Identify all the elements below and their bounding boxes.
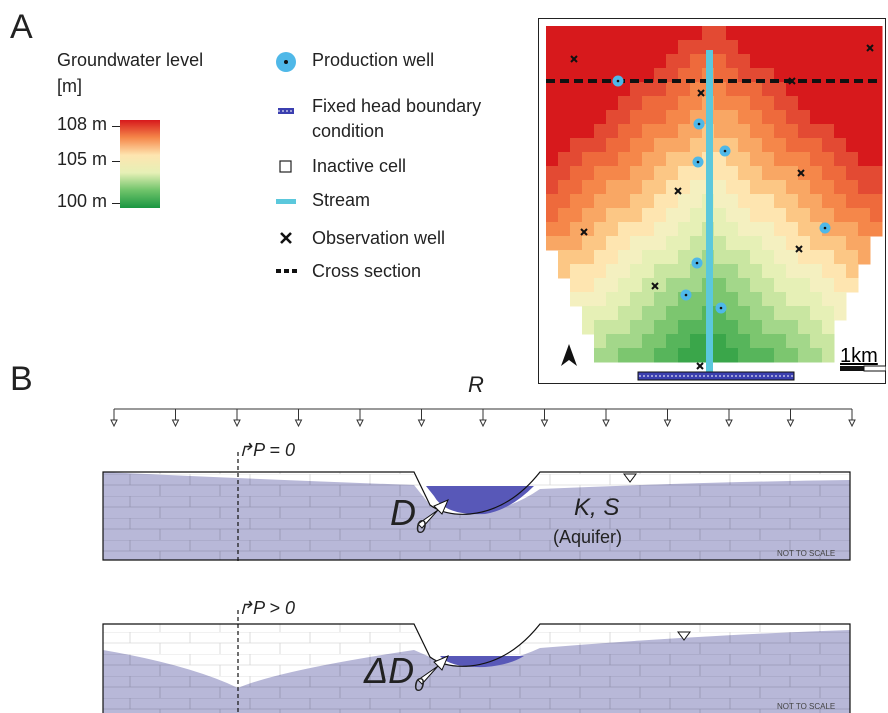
recharge-arrow-icon: [356, 409, 364, 428]
legend-inactive-cell: Inactive cell: [312, 156, 407, 176]
recharge-arrow-icon: [602, 409, 610, 428]
production-well-icon: [276, 52, 296, 72]
legend-symbols: [276, 52, 298, 273]
colorbar-unit: [m]: [57, 76, 82, 96]
exchange-arrow-icon: [417, 655, 449, 685]
stream-icon: [276, 199, 296, 204]
production-well-icon: [680, 289, 692, 301]
observation-well-icon: [795, 245, 803, 253]
observation-well-icon: [674, 187, 682, 195]
production-well-icon: [691, 257, 703, 269]
recharge-arrow-icon: [294, 409, 303, 428]
cross-section-after: [102, 610, 851, 713]
groundwater-map: 1km: [538, 18, 886, 384]
observation-well-icon: [788, 77, 796, 85]
colorbar-tick-100: 100 m: [57, 191, 108, 211]
inactive-cell-icon: [279, 160, 292, 173]
legend-production-well: Production well: [312, 50, 435, 70]
recharge-arrow-icon: [540, 409, 549, 428]
water-table-icon: [623, 473, 637, 483]
recharge-arrow-icon: [171, 409, 180, 428]
observation-well-icon: [570, 55, 578, 63]
recharge-arrow-icon: [417, 409, 426, 428]
legend-cross-section: Cross section: [312, 261, 422, 281]
observation-wells: [570, 44, 874, 370]
scale-label: 1km: [840, 345, 878, 367]
production-well-icon: [819, 222, 831, 234]
colorbar-title: Groundwater level: [57, 50, 204, 70]
scale-bar-black: [840, 366, 864, 371]
production-well-icon: [692, 156, 704, 168]
observation-well-icon: [697, 89, 705, 97]
fixed-head-icon: [278, 108, 294, 114]
colorbar-tickmark: [112, 126, 120, 127]
colorbar-tickmark: [112, 203, 120, 204]
not-to-scale-2: NOT TO SCALE: [777, 702, 836, 711]
north-arrow-icon: [561, 344, 577, 366]
pumping-positive-label: ↱P > 0: [238, 598, 295, 618]
legend-fixed-head-2: condition: [312, 121, 385, 141]
stream-water-reduced: [440, 656, 524, 668]
d0-label: D0: [390, 492, 427, 538]
recharge-arrow-icon: [663, 409, 672, 428]
map-heat-cells: [546, 26, 883, 363]
panel-label-a: A: [10, 8, 33, 46]
scale-bar-white: [863, 365, 886, 372]
stream-water: [426, 486, 534, 515]
production-well-icon: [612, 75, 624, 87]
recharge-arrow-icon: [110, 409, 118, 428]
aquifer-params: K, S: [574, 494, 620, 521]
recharge-arrows: [110, 408, 856, 428]
production-well-icon: [715, 302, 727, 314]
water-table-icon: [677, 631, 691, 641]
production-well-icon: [719, 145, 731, 157]
production-well-icon: [693, 118, 705, 130]
recharge-arrow-icon: [233, 409, 241, 428]
recharge-arrow-icon: [786, 409, 795, 428]
recharge-arrow-icon: [479, 409, 487, 428]
observation-well-icon: [651, 282, 659, 290]
exchange-arrow-icon: [417, 499, 449, 529]
observation-well-icon: [280, 232, 292, 244]
legend-fixed-head-1: Fixed head boundary: [312, 96, 482, 116]
colorbar-tick-108: 108 m: [57, 114, 108, 134]
delta-d0-label: ΔD0: [364, 650, 425, 696]
cross-section-before: [102, 452, 851, 562]
observation-well-icon: [797, 169, 805, 177]
recharge-arrow-icon: [848, 409, 856, 428]
recharge-label: R: [468, 372, 484, 397]
pumping-zero-label: ↱P = 0: [238, 440, 295, 460]
stream-line: [706, 50, 713, 372]
not-to-scale-1: NOT TO SCALE: [777, 549, 836, 558]
observation-well-icon: [696, 362, 704, 370]
observation-well-icon: [866, 44, 874, 52]
colorbar: [120, 120, 160, 208]
production-wells: [612, 75, 831, 314]
colorbar-tick-105: 105 m: [57, 149, 108, 169]
legend-observation-well: Observation well: [312, 228, 446, 248]
aquifer-label: (Aquifer): [553, 527, 623, 547]
observation-well-icon: [580, 228, 588, 236]
panel-label-b: B: [10, 360, 33, 398]
legend-stream: Stream: [312, 190, 371, 210]
colorbar-tickmark: [112, 161, 120, 162]
recharge-arrow-icon: [725, 409, 733, 428]
